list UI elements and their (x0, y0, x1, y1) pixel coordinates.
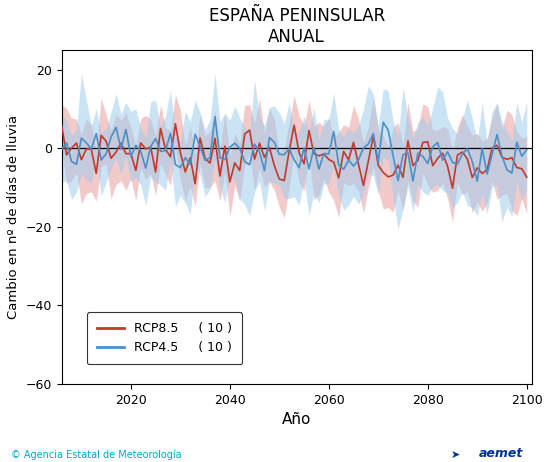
Title: ESPAÑA PENINSULAR
ANUAL: ESPAÑA PENINSULAR ANUAL (208, 7, 385, 46)
Legend: RCP8.5     ( 10 ), RCP4.5     ( 10 ): RCP8.5 ( 10 ), RCP4.5 ( 10 ) (87, 312, 242, 365)
Y-axis label: Cambio en nº de días de lluvia: Cambio en nº de días de lluvia (7, 115, 20, 319)
X-axis label: Año: Año (282, 413, 311, 427)
Text: ➤: ➤ (451, 450, 460, 460)
Text: © Agencia Estatal de Meteorología: © Agencia Estatal de Meteorología (11, 449, 182, 460)
Text: aemet: aemet (478, 447, 523, 460)
